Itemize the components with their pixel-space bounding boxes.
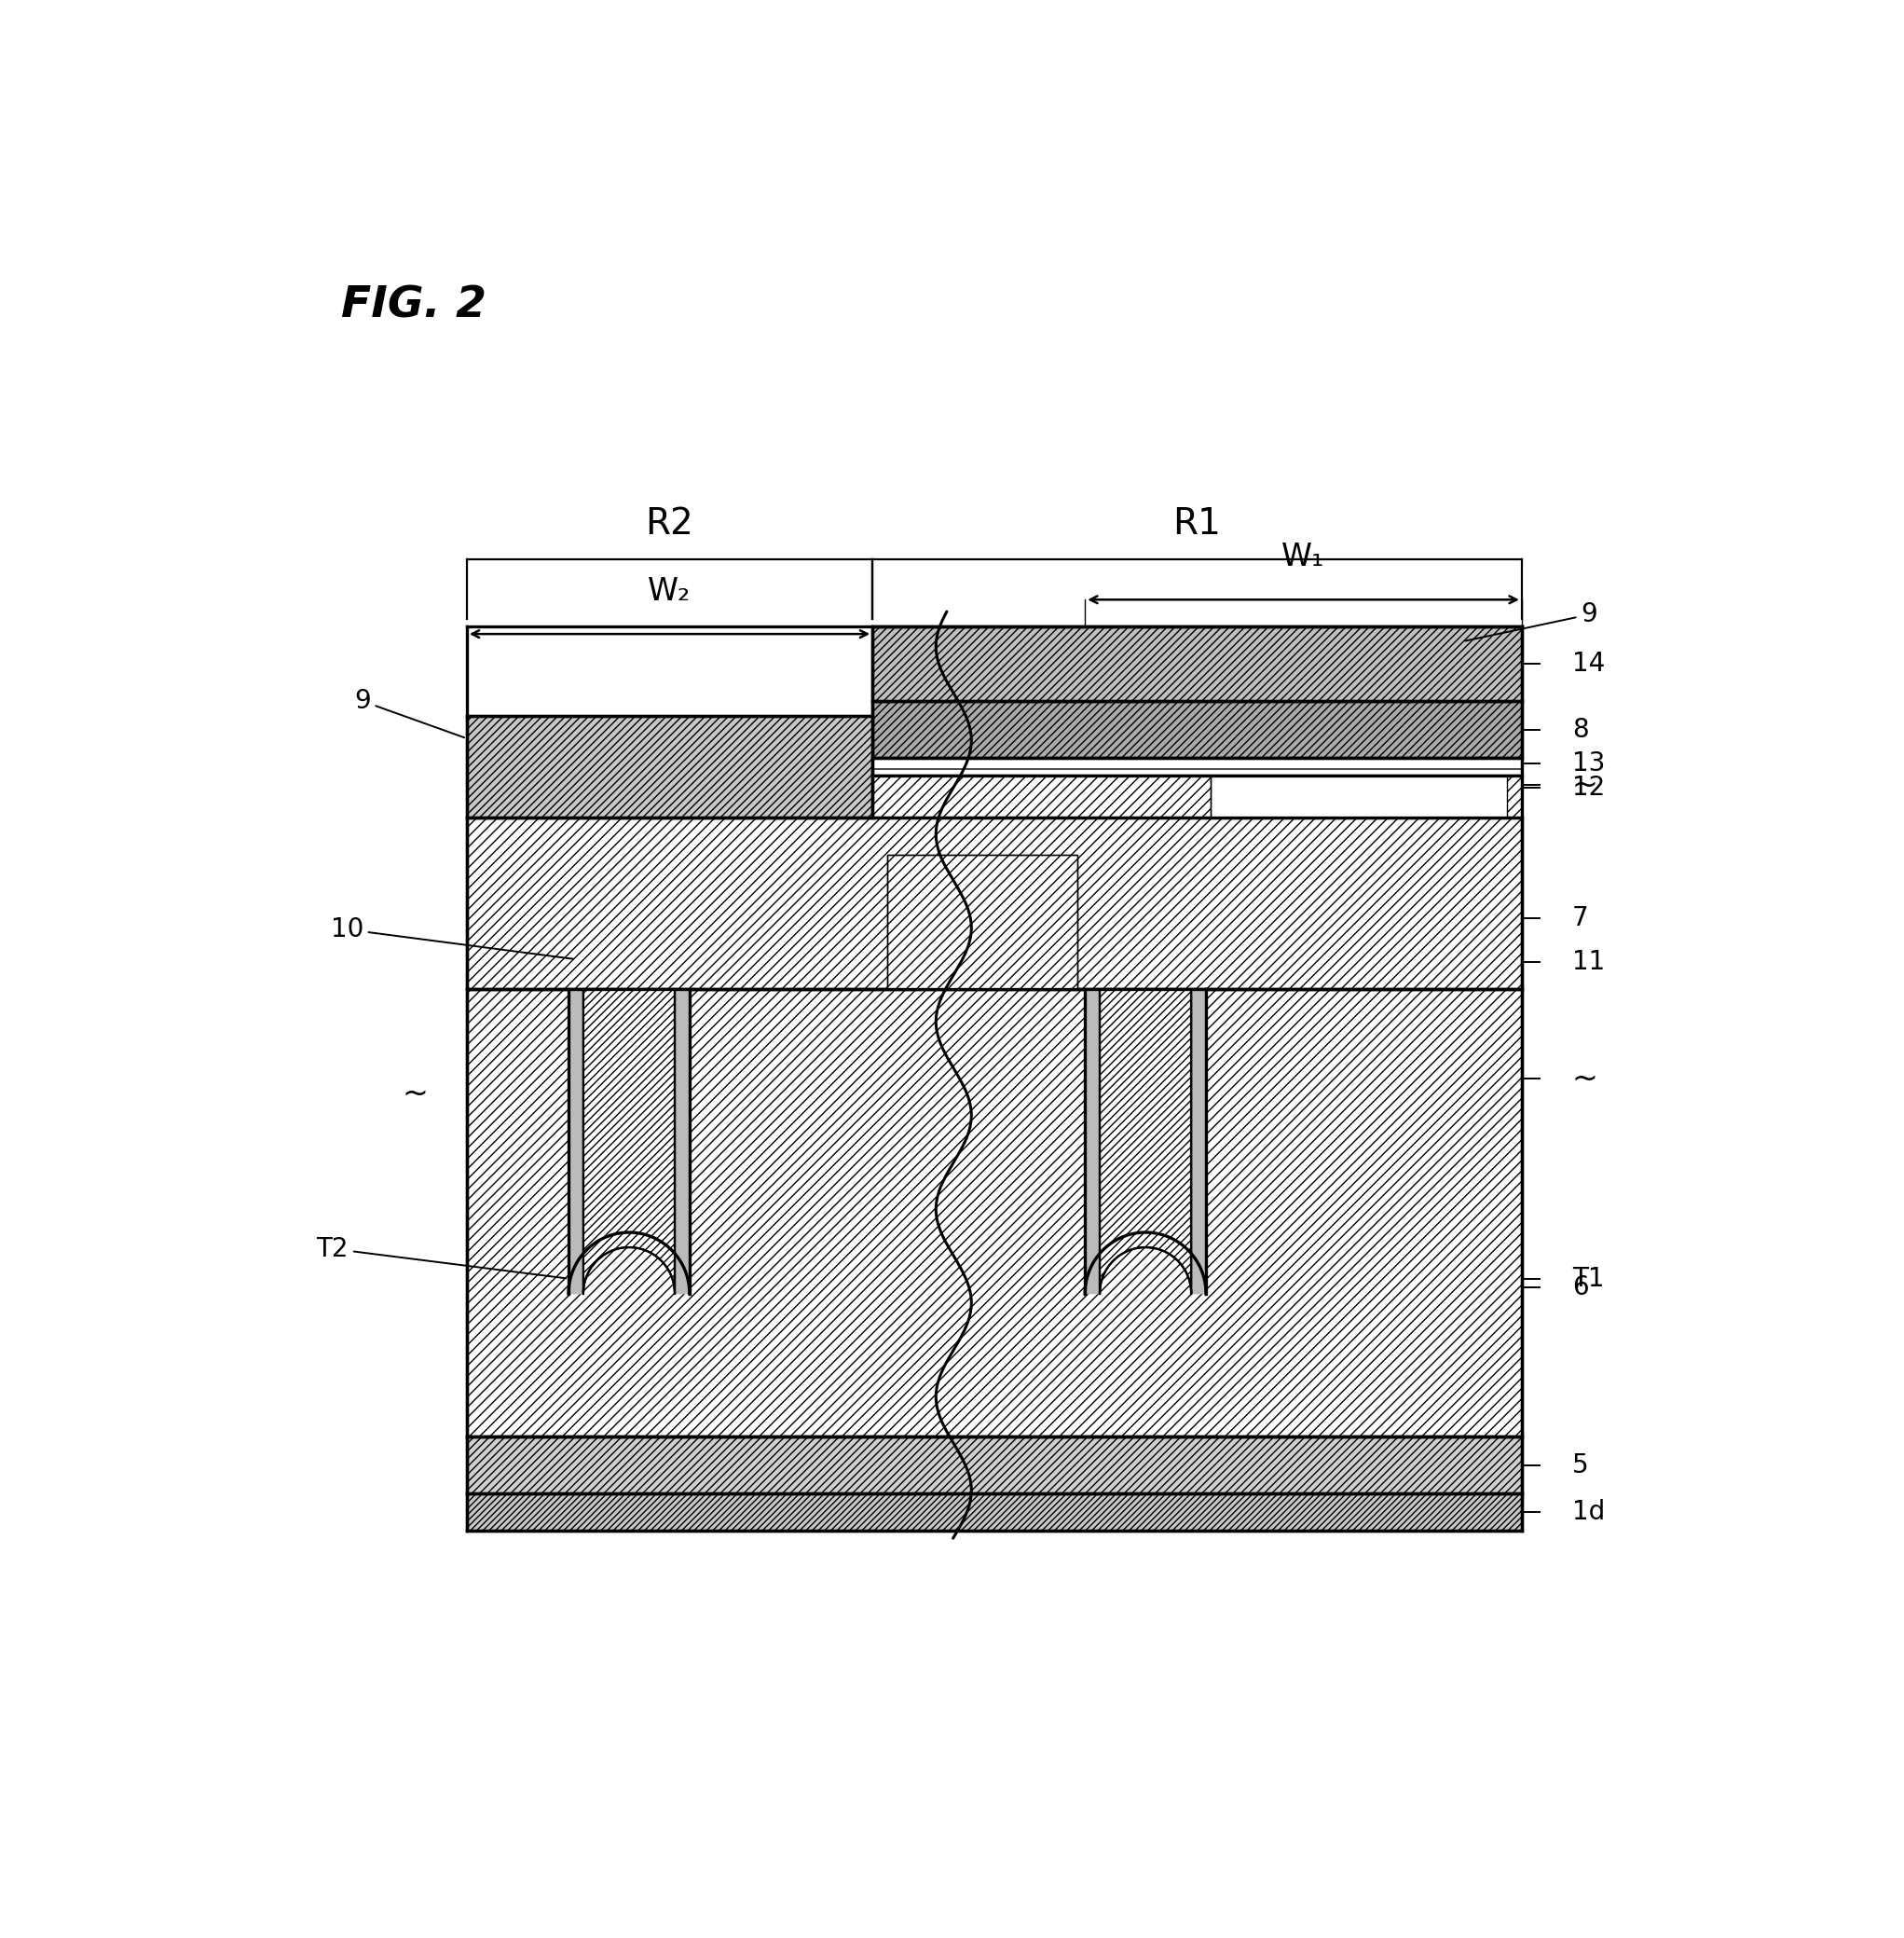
Text: R1: R1 <box>1173 506 1220 541</box>
Bar <box>1211 775 1508 818</box>
Bar <box>1192 988 1205 1293</box>
Text: 11: 11 <box>1573 950 1605 975</box>
Text: 7: 7 <box>1573 905 1588 932</box>
Text: T2: T2 <box>316 1236 565 1279</box>
Bar <box>466 715 872 818</box>
Bar <box>872 626 1521 702</box>
Polygon shape <box>569 1233 689 1293</box>
Text: R2: R2 <box>645 506 693 541</box>
Text: 13: 13 <box>1573 750 1605 777</box>
Polygon shape <box>1085 1233 1205 1293</box>
Text: 14: 14 <box>1573 651 1605 676</box>
Bar <box>872 702 1521 758</box>
Bar <box>569 988 583 1293</box>
Text: 5: 5 <box>1573 1452 1588 1479</box>
Polygon shape <box>569 988 689 1293</box>
Text: 9: 9 <box>354 688 465 738</box>
Bar <box>466 818 1521 988</box>
Bar <box>1085 988 1101 1293</box>
Bar <box>674 988 689 1293</box>
Bar <box>872 775 1521 818</box>
Bar <box>872 775 1521 818</box>
Text: 12: 12 <box>1573 775 1605 800</box>
Text: T1: T1 <box>1573 1266 1603 1293</box>
Text: 10: 10 <box>331 917 573 959</box>
Polygon shape <box>1085 988 1205 1293</box>
Text: 1d: 1d <box>1573 1500 1605 1525</box>
Polygon shape <box>1101 988 1192 1293</box>
Bar <box>872 758 1521 775</box>
Text: 9: 9 <box>1466 601 1597 641</box>
Bar <box>872 758 1521 775</box>
Bar <box>466 988 1521 1436</box>
Text: FIG. 2: FIG. 2 <box>341 285 487 328</box>
Bar <box>466 1494 1521 1531</box>
Text: ~: ~ <box>402 1078 428 1109</box>
Bar <box>466 818 1521 988</box>
Text: 8: 8 <box>1573 717 1588 742</box>
Text: W₁: W₁ <box>1281 543 1325 574</box>
Text: ~: ~ <box>1573 1064 1597 1095</box>
Bar <box>887 855 1078 988</box>
Bar <box>887 855 1078 988</box>
Text: 6: 6 <box>1573 1275 1588 1300</box>
Text: W₂: W₂ <box>647 576 691 607</box>
Polygon shape <box>583 988 674 1293</box>
Bar <box>466 988 1521 1436</box>
Bar <box>466 1436 1521 1494</box>
Text: ~: ~ <box>1573 769 1597 800</box>
